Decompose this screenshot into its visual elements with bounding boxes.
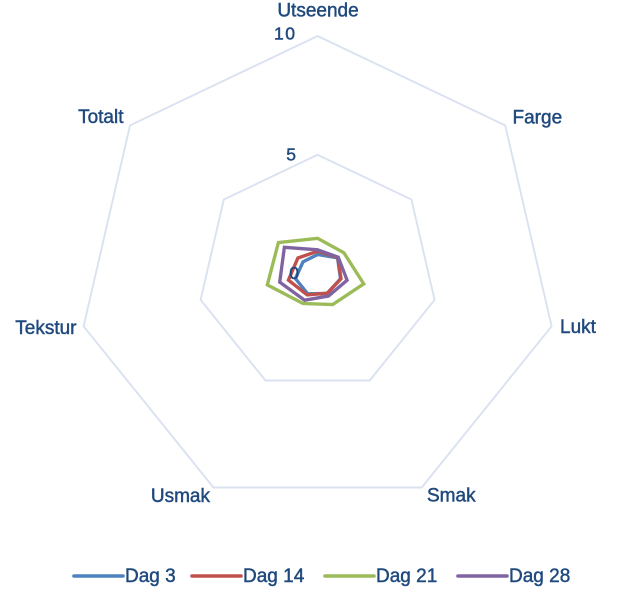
svg-text:Tekstur: Tekstur: [15, 318, 77, 339]
svg-text:Totalt: Totalt: [78, 107, 124, 128]
svg-text:Lukt: Lukt: [560, 317, 597, 338]
svg-text:Farge: Farge: [513, 108, 563, 129]
svg-text:Usmak: Usmak: [151, 486, 211, 507]
svg-text:Dag 21: Dag 21: [376, 566, 437, 587]
svg-text:10: 10: [274, 24, 296, 44]
svg-text:Utseende: Utseende: [277, 0, 358, 21]
svg-text:Dag 14: Dag 14: [243, 566, 305, 587]
svg-text:5: 5: [286, 145, 296, 165]
svg-text:0: 0: [289, 263, 299, 283]
svg-text:Dag 28: Dag 28: [509, 566, 570, 587]
svg-text:Smak: Smak: [427, 486, 476, 507]
svg-text:Dag 3: Dag 3: [125, 566, 176, 587]
